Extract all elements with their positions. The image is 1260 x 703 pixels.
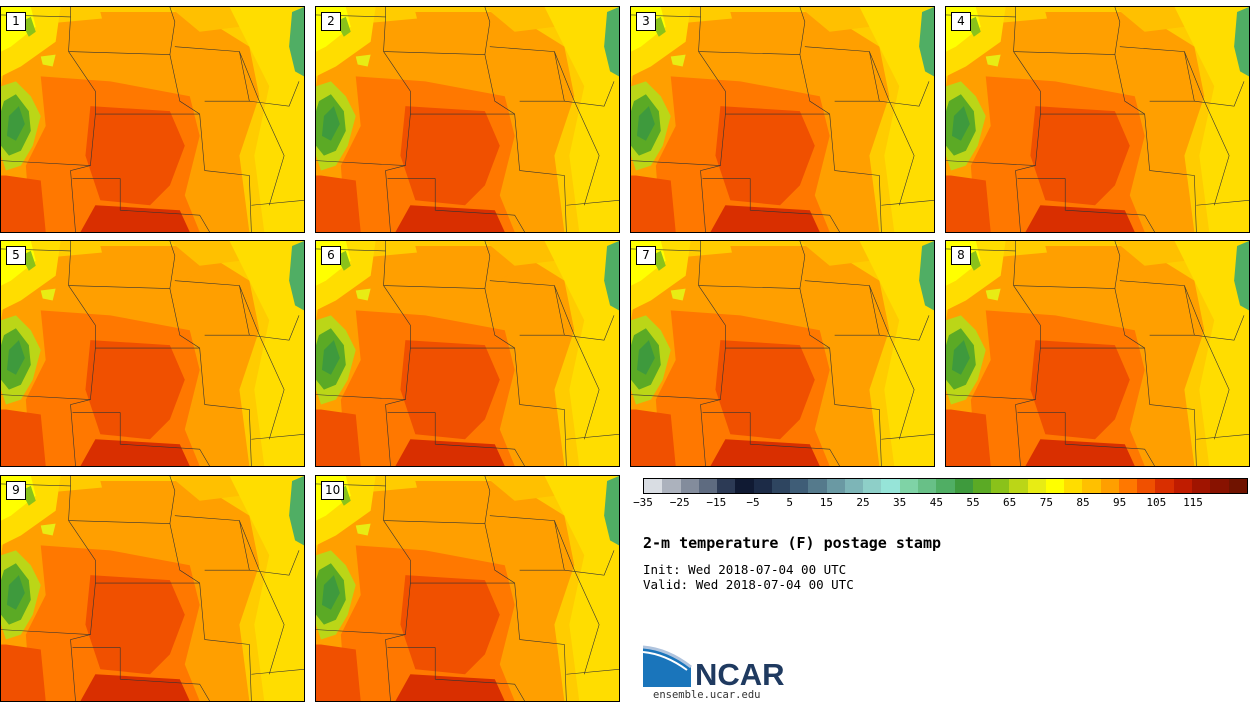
member-number-label: 9 (6, 481, 26, 500)
temperature-field-map (316, 7, 619, 232)
colorbar-swatch (826, 479, 845, 493)
member-number-label: 2 (321, 12, 341, 31)
colorbar-swatch (844, 479, 864, 493)
member-map-3: 3 (630, 6, 935, 233)
colorbar-swatch (954, 479, 973, 493)
colorbar-swatch (790, 479, 809, 493)
logo-text: NCAR (695, 657, 785, 690)
colorbar-tick: 95 (1113, 496, 1127, 509)
colorbar-tick: 35 (893, 496, 907, 509)
member-number-label: 1 (6, 12, 26, 31)
colorbar-swatch (1173, 479, 1192, 493)
colorbar-swatch (1118, 479, 1138, 493)
member-number-label: 3 (636, 12, 656, 31)
colorbar-swatch (1228, 479, 1247, 493)
member-map-8: 8 (945, 240, 1250, 467)
colorbar-swatch (917, 479, 937, 493)
init-time: Wed 2018-07-04 00 UTC (688, 562, 847, 577)
colorbar-swatch (717, 479, 736, 493)
valid-time-line: Valid: Wed 2018-07-04 00 UTC (643, 577, 854, 592)
member-number-label: 7 (636, 246, 656, 265)
colorbar-swatch (808, 479, 827, 493)
colorbar-swatch (1009, 479, 1028, 493)
colorbar-swatch (936, 479, 955, 493)
ncar-logo: NCAR (643, 645, 785, 690)
temperature-field-map (946, 241, 1249, 466)
member-map-1: 1 (0, 6, 305, 233)
colorbar-tick: −5 (746, 496, 760, 509)
colorbar-tick: 75 (1039, 496, 1053, 509)
colorbar-swatch (1045, 479, 1065, 493)
colorbar-swatch (662, 479, 681, 493)
init-time-line: Init: Wed 2018-07-04 00 UTC (643, 562, 846, 577)
colorbar-swatch (753, 479, 772, 493)
colorbar-swatch (771, 479, 791, 493)
member-map-5: 5 (0, 240, 305, 467)
temperature-field-map (1, 241, 304, 466)
colorbar-swatch (698, 479, 718, 493)
colorbar-swatch (863, 479, 882, 493)
colorbar-tick: −15 (706, 496, 727, 509)
member-number-label: 6 (321, 246, 341, 265)
colorbar-swatch (1082, 479, 1101, 493)
member-map-7: 7 (630, 240, 935, 467)
colorbar-tick: 5 (786, 496, 793, 509)
colorbar-tick: 85 (1076, 496, 1090, 509)
member-map-4: 4 (945, 6, 1250, 233)
ensemble-url: ensemble.ucar.edu (653, 689, 761, 701)
colorbar-tick: 55 (966, 496, 980, 509)
colorbar-swatch (991, 479, 1010, 493)
temperature-field-map (316, 241, 619, 466)
colorbar-tick: 115 (1183, 496, 1203, 509)
colorbar-swatch (735, 479, 754, 493)
colorbar-swatch (1137, 479, 1156, 493)
member-map-6: 6 (315, 240, 620, 467)
member-map-9: 9 (0, 475, 305, 702)
colorbar-swatch (1191, 479, 1211, 493)
valid-label: Valid: (643, 577, 689, 592)
colorbar-tick: −25 (669, 496, 690, 509)
figure-title: 2-m temperature (F) postage stamp (643, 534, 942, 552)
colorbar-swatch (1210, 479, 1229, 493)
colorbar-tick-labels: −35 −25 −15 −5 5 15 25 35 45 55 65 75 85 95 105 115 (633, 496, 1248, 516)
temperature-colorbar (643, 478, 1248, 494)
colorbar-swatch (644, 479, 663, 493)
temperature-field-map (316, 476, 619, 701)
colorbar-tick: 45 (929, 496, 943, 509)
valid-time: Wed 2018-07-04 00 UTC (695, 577, 854, 592)
colorbar-tick: 25 (856, 496, 870, 509)
member-map-2: 2 (315, 6, 620, 233)
colorbar-tick: 15 (819, 496, 833, 509)
temperature-field-map (631, 241, 934, 466)
colorbar-swatch (899, 479, 918, 493)
colorbar-tick: −35 (633, 496, 653, 509)
colorbar-swatch (972, 479, 992, 493)
init-label: Init: (643, 562, 681, 577)
colorbar-swatch (881, 479, 900, 493)
temperature-field-map (631, 7, 934, 232)
member-number-label: 4 (951, 12, 971, 31)
temperature-field-map (946, 7, 1249, 232)
temperature-field-map (1, 7, 304, 232)
colorbar-swatch (1155, 479, 1174, 493)
colorbar-tick: 105 (1146, 496, 1167, 509)
temperature-field-map (1, 476, 304, 701)
colorbar-swatch (1027, 479, 1046, 493)
colorbar-swatch (1064, 479, 1083, 493)
colorbar-swatch (1100, 479, 1119, 493)
member-number-label: 5 (6, 246, 26, 265)
colorbar-tick: 65 (1003, 496, 1017, 509)
colorbar-swatch (680, 479, 699, 493)
member-number-label: 8 (951, 246, 971, 265)
member-number-label: 10 (321, 481, 345, 500)
member-map-10: 10 (315, 475, 620, 702)
